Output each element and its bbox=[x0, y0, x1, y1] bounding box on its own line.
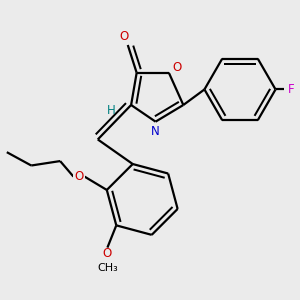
FancyBboxPatch shape bbox=[119, 32, 130, 42]
FancyBboxPatch shape bbox=[101, 248, 113, 258]
Text: F: F bbox=[288, 83, 294, 96]
FancyBboxPatch shape bbox=[170, 63, 181, 73]
Text: CH₃: CH₃ bbox=[97, 262, 118, 273]
FancyBboxPatch shape bbox=[150, 126, 161, 136]
Text: N: N bbox=[151, 125, 160, 138]
Text: O: O bbox=[120, 30, 129, 43]
FancyBboxPatch shape bbox=[74, 172, 85, 182]
Text: H: H bbox=[107, 104, 116, 117]
Text: O: O bbox=[103, 247, 112, 260]
Text: O: O bbox=[74, 170, 84, 183]
Text: O: O bbox=[172, 61, 181, 74]
